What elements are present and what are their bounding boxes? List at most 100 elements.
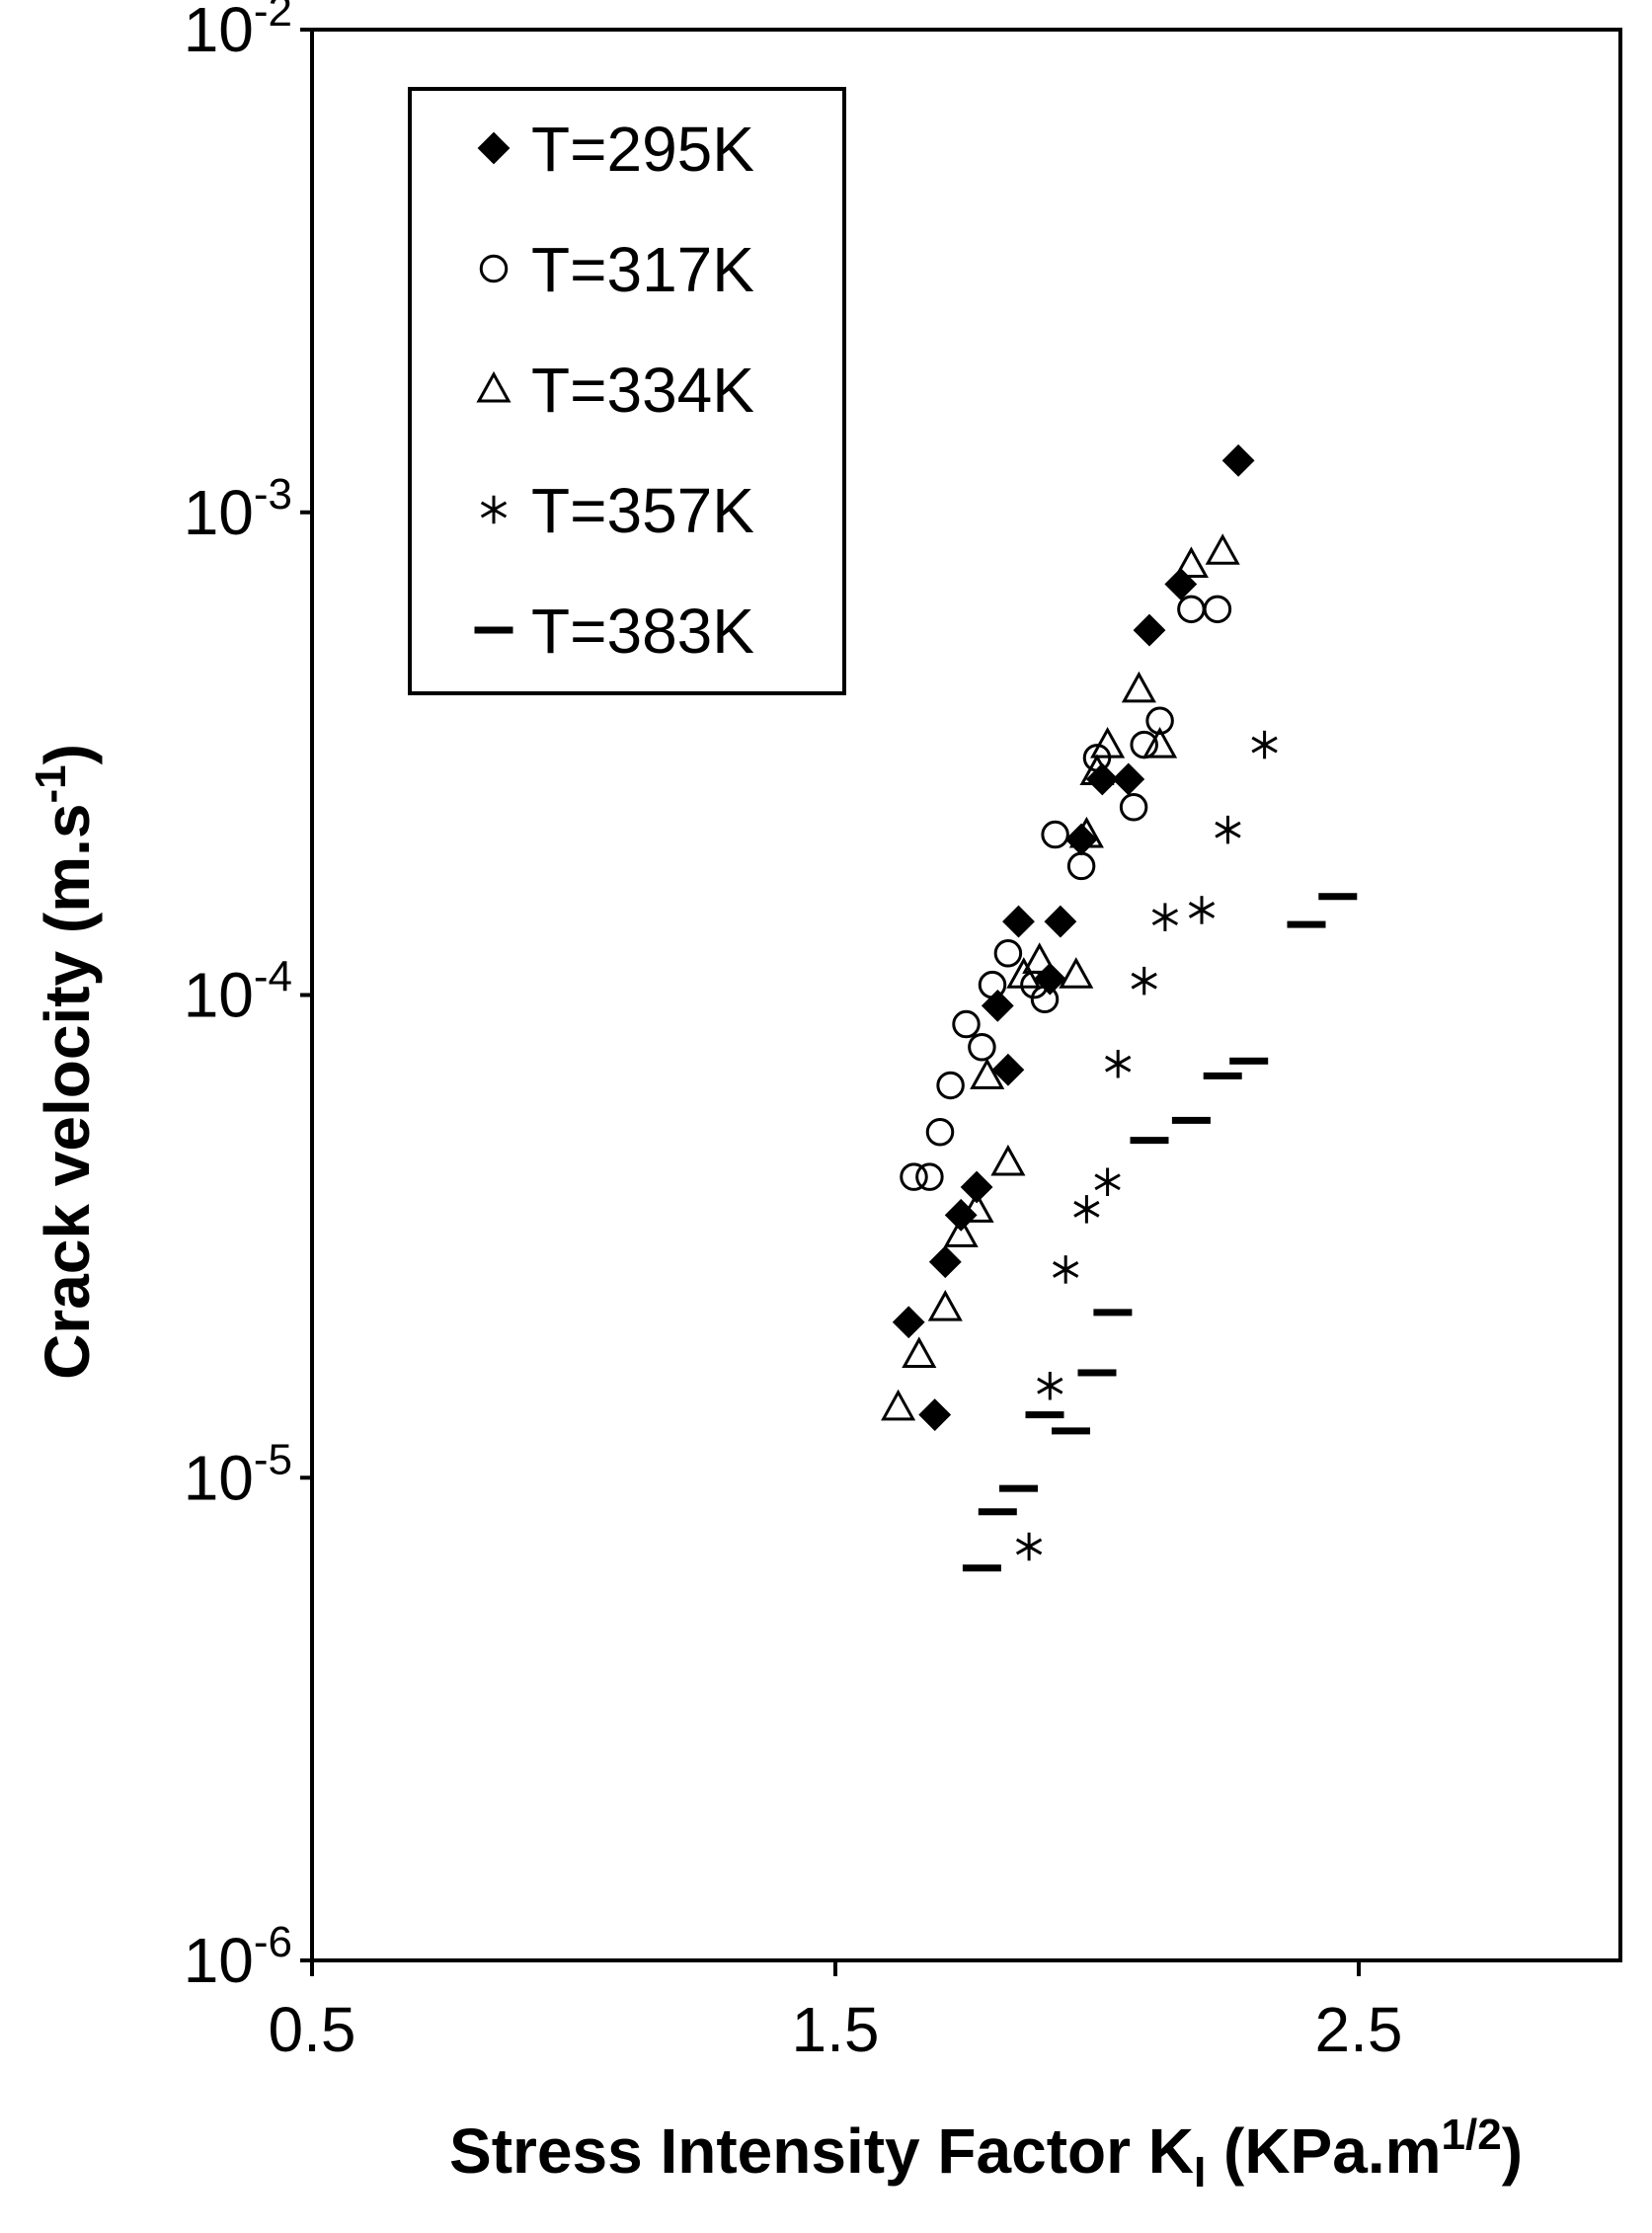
legend-marker xyxy=(476,370,511,403)
data-point xyxy=(900,1162,928,1191)
data-point xyxy=(1119,793,1148,822)
data-point xyxy=(925,1118,955,1147)
y-tick-base: 10 xyxy=(184,960,254,1031)
data-point xyxy=(1131,966,1157,996)
data-point xyxy=(1105,1049,1132,1078)
data-point xyxy=(1052,1427,1090,1435)
data-point xyxy=(936,1071,965,1100)
data-point xyxy=(991,1053,1025,1086)
data-point xyxy=(943,1216,979,1247)
data-point xyxy=(892,1306,925,1339)
series-t-357k xyxy=(1015,730,1278,1561)
legend-marker xyxy=(479,254,509,283)
data-point xyxy=(928,1245,962,1279)
legend-marker xyxy=(474,626,513,634)
data-point xyxy=(970,1058,1005,1089)
x-axis-title-mid: (KPa.m xyxy=(1206,2115,1441,2187)
legend-item: T=383K xyxy=(474,596,754,667)
data-point xyxy=(1044,905,1077,938)
x-tick-label: 2.5 xyxy=(1315,1994,1403,2065)
data-point xyxy=(990,1144,1026,1176)
data-point xyxy=(1203,1072,1242,1079)
series-t-383k xyxy=(962,893,1358,1572)
data-point xyxy=(1037,1371,1063,1400)
data-point xyxy=(1079,754,1115,786)
data-point xyxy=(881,1389,916,1421)
data-points xyxy=(881,443,1358,1572)
data-point xyxy=(1093,1309,1133,1316)
data-point xyxy=(1205,533,1240,565)
data-point xyxy=(1188,896,1216,924)
legend-marker xyxy=(477,131,511,165)
y-tick-exponent: -3 xyxy=(254,470,292,518)
y-tick-exponent: -5 xyxy=(254,1435,292,1483)
data-point xyxy=(978,970,1007,999)
legend-item: T=334K xyxy=(476,355,754,426)
x-axis-ticks: 0.5 1.5 2.5 xyxy=(269,1960,1403,2065)
data-point xyxy=(1059,957,1094,989)
data-point xyxy=(1015,1532,1043,1561)
data-point xyxy=(1068,816,1104,848)
data-point xyxy=(993,939,1023,968)
data-point xyxy=(915,1162,944,1191)
data-point xyxy=(1041,820,1069,849)
y-tick-base: 10 xyxy=(184,1442,254,1513)
data-point xyxy=(1318,893,1358,901)
data-point xyxy=(1145,706,1174,736)
data-point xyxy=(1077,1369,1117,1377)
series-t-334k xyxy=(881,533,1240,1421)
y-tick-exponent: -4 xyxy=(254,953,292,1001)
data-point xyxy=(1173,546,1209,578)
data-point xyxy=(1130,1137,1169,1145)
data-point xyxy=(1090,726,1126,758)
data-point xyxy=(952,1009,981,1039)
legend-label: T=357K xyxy=(531,475,754,546)
y-tick-label: 10-4 xyxy=(184,953,292,1031)
y-axis-title-superscript: -1 xyxy=(27,764,75,803)
data-point xyxy=(902,1336,937,1368)
y-tick-base: 10 xyxy=(184,477,254,548)
data-point xyxy=(1073,1195,1100,1224)
data-point xyxy=(1221,443,1255,477)
legend-label: T=317K xyxy=(531,234,754,305)
data-point xyxy=(1112,762,1145,796)
y-tick-label: 10-6 xyxy=(184,1918,292,1996)
legend-frame xyxy=(408,87,846,695)
data-point xyxy=(1251,730,1278,759)
legend-label: T=334K xyxy=(531,355,754,426)
data-point xyxy=(968,1032,996,1062)
y-tick-exponent: -2 xyxy=(254,0,292,36)
data-point xyxy=(1066,851,1096,881)
data-point xyxy=(1151,903,1179,931)
legend-item: T=357K xyxy=(480,475,754,546)
data-point xyxy=(999,1484,1038,1492)
x-axis-title: Stress Intensity Factor KI (KPa.m1/2) xyxy=(449,2111,1523,2196)
series-t-317k xyxy=(900,595,1232,1191)
y-tick-base: 10 xyxy=(184,1925,254,1996)
y-axis-ticks: 10-210-310-410-510-6 xyxy=(184,0,312,1996)
data-point xyxy=(1053,1255,1079,1284)
y-tick-exponent: -6 xyxy=(254,1918,292,1966)
data-point xyxy=(1030,985,1060,1014)
y-tick-label: 10-2 xyxy=(184,0,292,65)
x-tick-label: 0.5 xyxy=(269,1994,356,2065)
y-tick-label: 10-3 xyxy=(184,470,292,548)
data-point xyxy=(918,1398,952,1431)
data-point xyxy=(1203,595,1232,624)
data-point xyxy=(959,1191,994,1223)
data-point xyxy=(1094,1167,1121,1197)
data-point xyxy=(1229,1057,1269,1065)
data-point xyxy=(978,1508,1017,1516)
data-point xyxy=(1142,726,1178,758)
legend-label: T=295K xyxy=(531,114,754,185)
legend-item: T=295K xyxy=(477,114,754,185)
data-point xyxy=(1121,671,1156,703)
y-axis-title: Crack velocity (m.s-1) xyxy=(27,744,103,1380)
legend: T=295K T=317K T=334K T=357K T=383K xyxy=(408,87,846,695)
data-point xyxy=(960,1170,993,1204)
legend-item: T=317K xyxy=(479,234,754,305)
data-point xyxy=(1287,920,1326,928)
y-tick-base: 10 xyxy=(184,0,254,65)
x-axis-title-prefix: Stress Intensity Factor K xyxy=(449,2115,1194,2187)
